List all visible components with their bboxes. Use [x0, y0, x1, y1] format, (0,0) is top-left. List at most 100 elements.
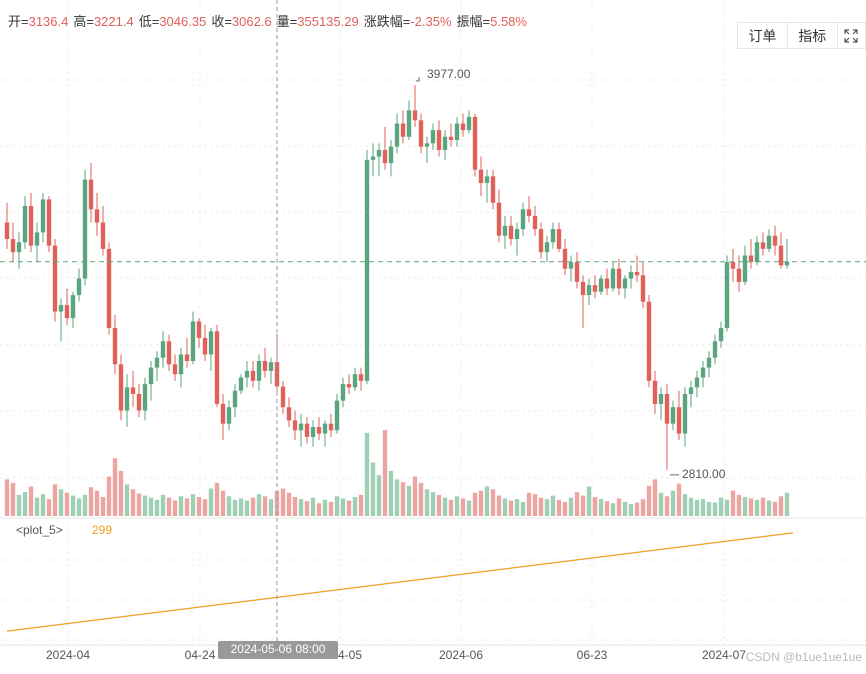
candle-body [52, 245, 58, 312]
volume-bar [448, 499, 454, 516]
volume-bar [346, 500, 352, 516]
volume-bar [220, 490, 226, 516]
candle-body [718, 328, 724, 342]
volume-bar [676, 483, 682, 516]
candle-body [346, 384, 352, 388]
volume-bar [4, 479, 10, 516]
candle-body [364, 159, 370, 381]
candle-body [412, 110, 418, 121]
volume-bar [160, 494, 166, 516]
volume-bar [490, 489, 496, 516]
volume-bar [472, 492, 478, 516]
volume-bar [772, 501, 778, 516]
candle-body [526, 209, 532, 216]
volume-bar [364, 432, 370, 516]
volume-bar [148, 497, 154, 516]
plot-line [6, 532, 794, 632]
candle-body [76, 278, 82, 296]
candle-body [310, 426, 316, 437]
fullscreen-icon [844, 28, 858, 43]
volume-bar [658, 492, 664, 516]
candle-body [604, 278, 610, 289]
candle-body [10, 238, 16, 253]
candle-body [682, 394, 688, 434]
volume-bar [718, 497, 724, 516]
max-marker [416, 76, 420, 82]
volume-bar [646, 485, 652, 516]
legend-value: 355135.29 [297, 14, 359, 29]
crosshair-label: 2024-05-06 08:00 [231, 642, 326, 656]
volume-bar [262, 496, 268, 516]
candle-body [622, 278, 628, 289]
candle-body [316, 426, 322, 434]
candle-body [424, 143, 430, 147]
candle-body [142, 384, 148, 411]
legend-value: 3062.6 [231, 14, 272, 29]
plot-value: 299 [92, 523, 112, 537]
indicator-button[interactable]: 指标 [788, 23, 838, 48]
volume-bar [694, 499, 700, 516]
volume-bar [394, 479, 400, 516]
candle-body [4, 222, 10, 239]
candle-body [280, 386, 286, 408]
volume-bar [784, 492, 790, 516]
volume-bar [532, 494, 538, 516]
legend-label: 低= [138, 14, 160, 29]
candle-body [208, 331, 214, 355]
candle-body [538, 229, 544, 253]
candle-body [388, 146, 394, 164]
volume-bar [526, 492, 532, 516]
candle-body [58, 304, 64, 312]
x-tick-label: 2024-06 [439, 648, 483, 662]
candle-body [580, 281, 586, 296]
volume-bar [502, 498, 508, 516]
candle-body [172, 364, 178, 375]
candle-body [616, 268, 622, 289]
volume-bar [508, 500, 514, 516]
volume-bar [712, 502, 718, 516]
candle-body [118, 364, 124, 411]
candle-body [106, 248, 112, 329]
volume-bar [52, 484, 58, 516]
fullscreen-button[interactable] [838, 23, 865, 48]
volume-bar [190, 494, 196, 516]
volume-bar [400, 482, 406, 516]
candle-body [34, 232, 40, 246]
candle-body [370, 156, 376, 160]
candle-body [514, 229, 520, 239]
volume-bar [550, 495, 556, 516]
volume-bar [232, 499, 238, 516]
volume-bar [688, 497, 694, 516]
volume-bar [298, 499, 304, 516]
candle-body [472, 116, 478, 170]
legend-label: 振幅= [456, 14, 491, 29]
volume-bar [544, 499, 550, 516]
candle-body [358, 374, 364, 381]
volume-bar [460, 498, 466, 516]
candle-body [148, 367, 154, 385]
legend-label: 收= [211, 14, 232, 29]
candle-body [550, 229, 556, 243]
candle-body [748, 255, 754, 263]
candle-body [592, 285, 598, 292]
candle-body [298, 423, 304, 431]
candle-body [730, 262, 736, 269]
volume-bar [418, 482, 424, 516]
candle-body [88, 179, 94, 210]
candle-body [262, 361, 268, 371]
order-button[interactable]: 订单 [738, 23, 788, 48]
volume-bar [514, 499, 520, 516]
volume-bar [640, 499, 646, 516]
candle-body [466, 116, 472, 131]
legend-label: 开= [8, 14, 29, 29]
volume-bar [706, 501, 712, 516]
volume-bar [358, 494, 364, 516]
candle-body [586, 285, 592, 296]
legend-label: 涨跌幅= [363, 14, 411, 29]
volume-bar [664, 496, 670, 516]
volume-bar [598, 499, 604, 516]
volume-bar [628, 504, 634, 516]
volume-bar [286, 492, 292, 516]
volume-bar [766, 500, 772, 516]
